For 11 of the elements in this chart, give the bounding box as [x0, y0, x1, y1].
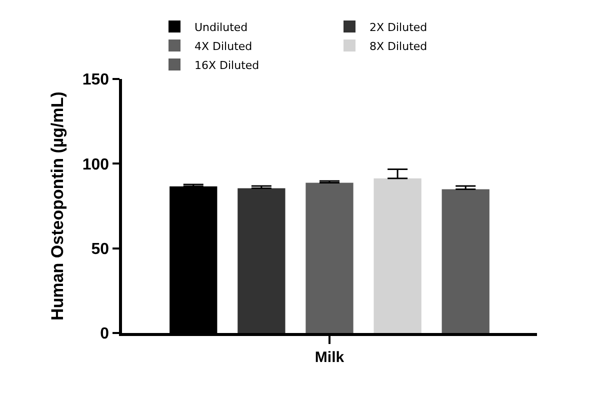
- legend-label: 8X Diluted: [370, 40, 428, 53]
- x-tick-label: Milk: [314, 348, 345, 366]
- y-tick-label: 0: [100, 326, 110, 343]
- y-tick-label: 150: [82, 72, 110, 89]
- legend-label: Undiluted: [194, 20, 248, 34]
- legend-label: 16X Diluted: [194, 58, 260, 72]
- y-tick-label: 100: [82, 156, 110, 174]
- y-tick-label: 50: [91, 240, 110, 258]
- legend-label: 2X Diluted: [370, 20, 428, 34]
- y-axis-title: Human Osteopontin (µg/mL): [48, 92, 67, 320]
- legend-label: 4X Diluted: [194, 40, 252, 53]
